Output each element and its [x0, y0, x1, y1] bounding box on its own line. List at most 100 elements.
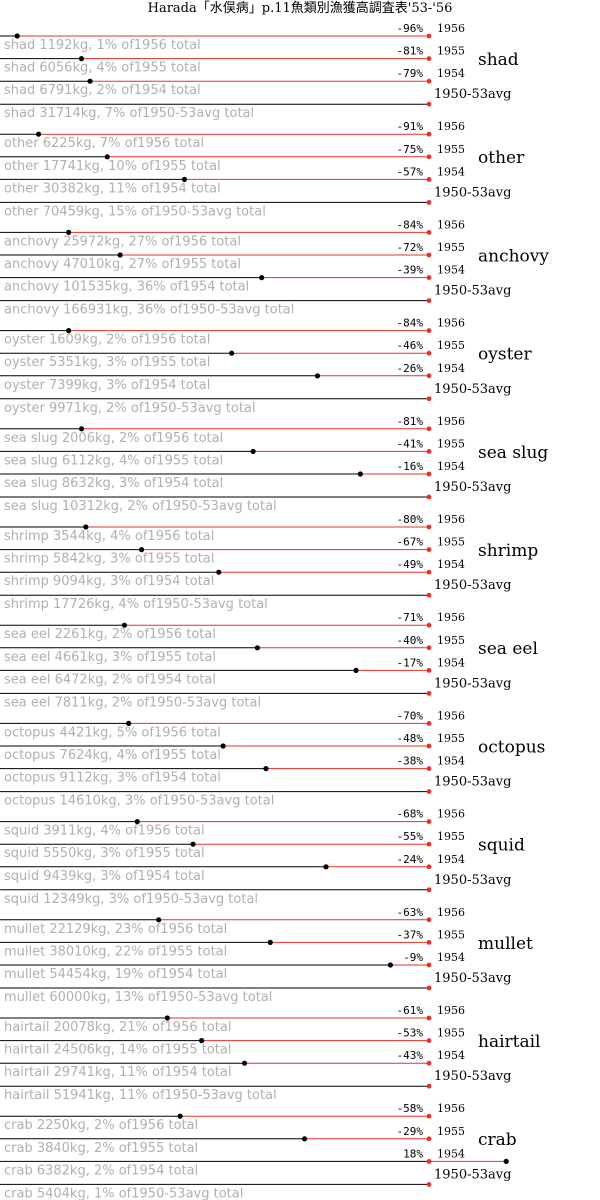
row-label: mullet 54454kg, 19% of1954 total — [4, 967, 227, 982]
year-label: 1955 — [437, 732, 465, 745]
fish-group: -68% 1956 -55% 1955 -24% 1954 1950-53avg squid … — [0, 808, 525, 907]
baseline-label: 1950-53avg — [434, 1167, 511, 1182]
change-point — [66, 229, 72, 235]
row-label: oyster 5351kg, 3% of1955 total — [4, 355, 210, 370]
baseline-marker — [426, 917, 432, 923]
change-point — [357, 471, 363, 477]
row-label: anchovy 47010kg, 27% of1955 total — [4, 257, 241, 272]
percent-label: -38% — [397, 755, 424, 768]
baseline-marker — [426, 33, 432, 39]
fish-name: sea eel — [478, 639, 538, 659]
row-label: sea eel 7811kg, 2% of1950-53avg total — [4, 695, 261, 710]
year-label: 1954 — [437, 1147, 465, 1160]
row-label: crab 6382kg, 2% of1954 total — [4, 1163, 198, 1178]
baseline-marker — [426, 1083, 432, 1089]
fish-group: -70% 1956 -48% 1955 -38% 1954 1950-53avg octopu… — [0, 709, 545, 809]
year-label: 1954 — [437, 362, 465, 375]
baseline-marker — [426, 691, 432, 696]
baseline-label: 1950-53avg — [434, 185, 511, 200]
row-label: oyster 1609kg, 2% of1956 total — [4, 333, 210, 348]
change-point — [267, 939, 273, 946]
row-label: squid 3911kg, 4% of1956 total — [4, 824, 205, 839]
percent-label: -96% — [397, 22, 424, 35]
baseline-label: 1950-53avg — [434, 676, 511, 691]
baseline-marker — [426, 101, 432, 107]
baseline-marker — [426, 743, 432, 749]
fish-name: other — [478, 148, 525, 168]
percent-label: -63% — [397, 906, 424, 919]
percent-label: -16% — [397, 460, 424, 473]
year-label: 1955 — [437, 830, 465, 843]
fish-name: oyster — [478, 345, 532, 365]
year-label: 1954 — [437, 755, 465, 768]
row-label: hairtail 51941kg, 11% of1950-53avg total — [4, 1088, 277, 1103]
fish-name: shrimp — [478, 541, 538, 561]
row-label: sea eel 2261kg, 2% of1956 total — [4, 627, 216, 642]
row-label: hairtail 24506kg, 14% of1955 total — [4, 1043, 231, 1058]
row-label: sea slug 2006kg, 2% of1956 total — [4, 431, 223, 446]
row-label: squid 9439kg, 3% of1954 total — [4, 869, 205, 884]
fish-name: octopus — [478, 737, 545, 757]
baseline-marker — [426, 569, 432, 575]
change-point — [314, 373, 321, 379]
change-point — [104, 154, 110, 160]
fish-group: -96% 1956 -81% 1955 -79% 1954 1950-53avg shad 1… — [0, 22, 519, 121]
row-label: octopus 4421kg, 5% of1956 total — [4, 725, 221, 740]
baseline-marker — [426, 547, 432, 552]
baseline-marker — [426, 230, 432, 235]
row-label: hairtail 20078kg, 21% of1956 total — [4, 1020, 231, 1035]
change-point — [14, 33, 20, 39]
row-label: shrimp 9094kg, 3% of1954 total — [4, 574, 214, 589]
row-label: octopus 7624kg, 4% of1955 total — [4, 748, 221, 763]
baseline-marker — [426, 766, 432, 771]
baseline-marker — [426, 252, 432, 258]
year-label: 1955 — [437, 1027, 465, 1040]
baseline-marker — [426, 1159, 432, 1164]
baseline-marker — [426, 592, 432, 598]
baseline-marker — [426, 131, 432, 137]
change-point — [301, 1136, 308, 1142]
row-label: squid 12349kg, 3% of1950-53avg total — [4, 892, 258, 907]
percent-label: -17% — [397, 656, 424, 669]
row-label: squid 5550kg, 3% of1955 total — [4, 846, 205, 861]
baseline-marker — [426, 789, 432, 794]
row-label: sea eel 6472kg, 2% of1954 total — [4, 672, 216, 687]
change-point — [353, 667, 359, 674]
fish-group: -84% 1956 -46% 1955 -26% 1954 1950-53avg oyster… — [0, 317, 532, 416]
change-point — [503, 1158, 509, 1164]
percent-label: -80% — [397, 513, 424, 526]
percent-label: -75% — [397, 143, 424, 156]
fish-group: -84% 1956 -72% 1955 -39% 1954 1950-53avg anchov… — [0, 218, 549, 318]
baseline-marker — [426, 1060, 432, 1066]
change-point — [177, 1113, 183, 1119]
baseline-marker — [426, 721, 432, 726]
baseline-marker — [426, 449, 432, 454]
fish-group: -81% 1956 -41% 1955 -16% 1954 1950-53avg sea sl… — [0, 415, 548, 514]
percent-label: -48% — [397, 732, 424, 745]
row-label: anchovy 166931kg, 36% of1950-53avg total — [4, 303, 294, 318]
fish-name: crab — [478, 1130, 517, 1150]
row-label: shrimp 5842kg, 3% of1955 total — [4, 552, 214, 567]
percent-label: -24% — [397, 853, 424, 866]
percent-label: -91% — [397, 120, 424, 133]
row-label: mullet 22129kg, 23% of1956 total — [4, 922, 227, 937]
baseline-marker — [426, 396, 432, 402]
year-label: 1955 — [437, 1125, 465, 1138]
baseline-marker — [426, 328, 432, 333]
row-label: other 17741kg, 10% of1955 total — [4, 159, 221, 174]
change-point — [387, 962, 393, 968]
row-label: anchovy 101535kg, 36% of1954 total — [4, 280, 249, 295]
year-label: 1955 — [437, 536, 465, 549]
row-label: oyster 9971kg, 2% of1950-53avg total — [4, 401, 256, 416]
baseline-marker — [426, 1182, 432, 1187]
percent-label: -70% — [397, 709, 424, 722]
fish-name: mullet — [478, 934, 533, 954]
year-label: 1956 — [437, 1004, 465, 1017]
percent-label: -41% — [397, 437, 424, 450]
fish-group: -61% 1956 -53% 1955 -43% 1954 1950-53avg hairta… — [0, 1004, 541, 1103]
year-label: 1956 — [437, 120, 465, 133]
change-point — [66, 328, 72, 334]
baseline-marker — [426, 275, 432, 280]
row-label: shad 31714kg, 7% of1950-53avg total — [4, 106, 254, 121]
row-label: oyster 7399kg, 3% of1954 total — [4, 378, 210, 393]
